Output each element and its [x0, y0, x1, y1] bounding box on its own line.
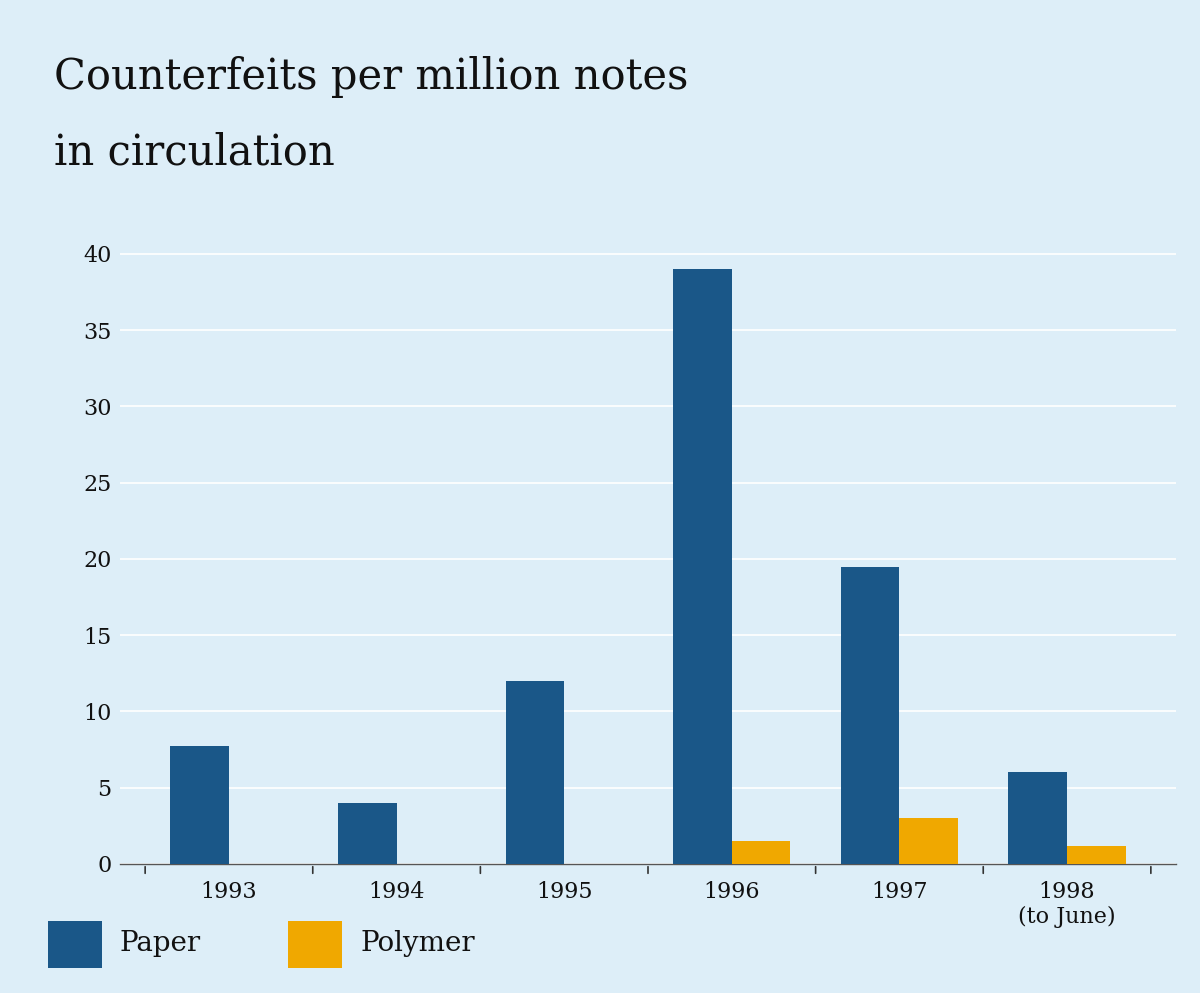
- Bar: [732, 841, 791, 864]
- Bar: [338, 803, 396, 864]
- Bar: [48, 921, 102, 968]
- Text: Paper: Paper: [120, 929, 202, 957]
- Bar: [170, 747, 229, 864]
- Bar: [1008, 773, 1067, 864]
- Text: in circulation: in circulation: [54, 132, 335, 174]
- Bar: [841, 567, 900, 864]
- Bar: [673, 269, 732, 864]
- Bar: [505, 681, 564, 864]
- Bar: [900, 818, 958, 864]
- Bar: [288, 921, 342, 968]
- Text: Counterfeits per million notes: Counterfeits per million notes: [54, 57, 689, 98]
- Text: Polymer: Polymer: [360, 929, 475, 957]
- Bar: [1067, 846, 1126, 864]
